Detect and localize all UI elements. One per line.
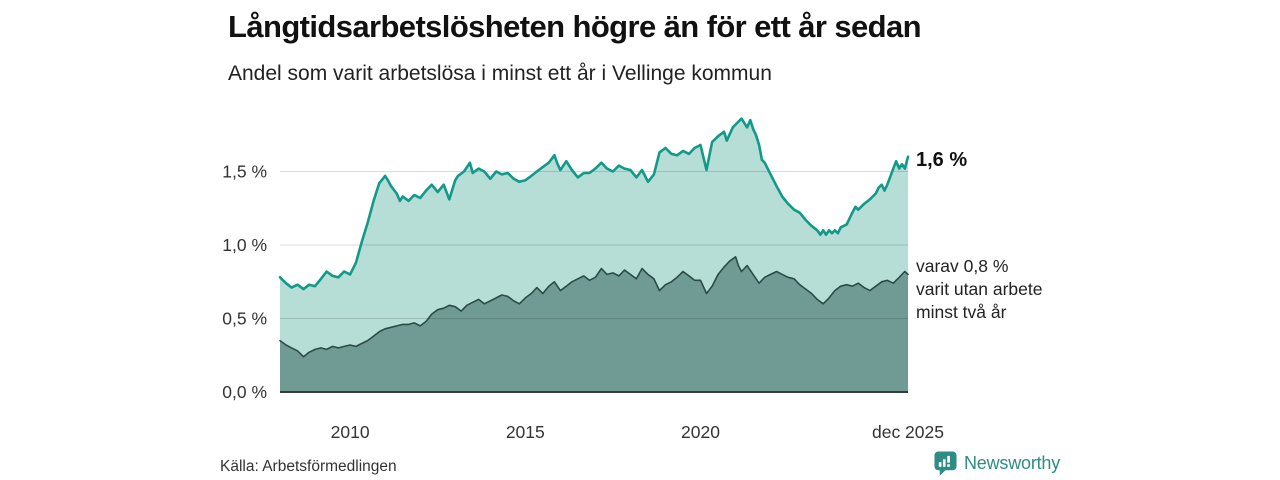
unemployed-two-years-area — [280, 256, 908, 392]
source-credit: Källa: Arbetsförmedlingen — [220, 458, 397, 475]
page-subtitle: Andel som varit arbetslösa i minst ett å… — [228, 62, 772, 85]
unemployed-one-year-line — [278, 117, 910, 291]
unemployed-two-years-line — [279, 256, 909, 358]
y-tick-label: 0,5 % — [222, 309, 267, 329]
series-end-label-one-year: 1,6 % — [916, 149, 968, 171]
y-tick-label: 1,5 % — [222, 162, 267, 182]
series-end-label-two-years: varav 0,8 % varit utan arbete minst två … — [916, 256, 1043, 322]
x-tick-label: 2020 — [681, 422, 720, 442]
newsworthy-logo[interactable]: Newsworthy — [934, 451, 1060, 476]
newsworthy-wordmark: Newsworthy — [964, 453, 1061, 473]
y-tick-label: 0,0 % — [222, 382, 267, 402]
x-tick-label: 2015 — [506, 422, 545, 442]
y-tick-label: 1,0 % — [222, 235, 267, 255]
page-title: Långtidsarbetslösheten högre än för ett … — [228, 9, 922, 44]
x-tick-label: dec 2025 — [872, 422, 944, 442]
x-tick-label: 2010 — [331, 422, 370, 442]
newsworthy-bar-chart-icon — [934, 451, 957, 476]
